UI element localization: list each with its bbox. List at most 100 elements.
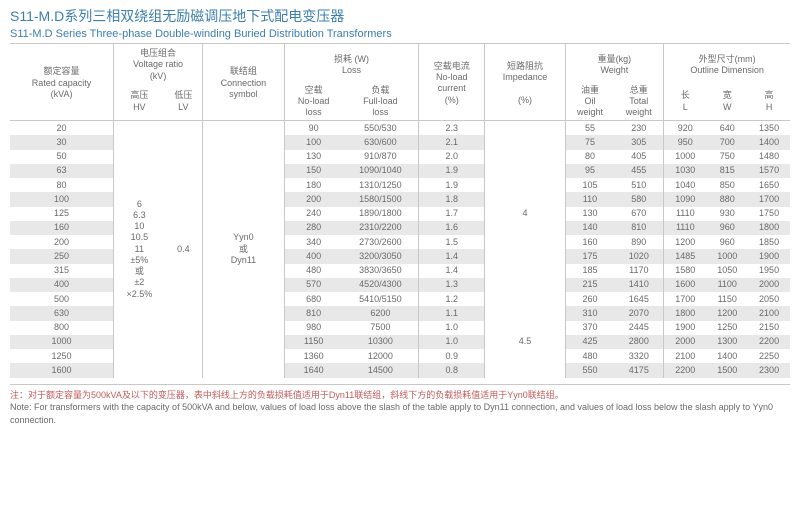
cell-noload-loss: 1640	[284, 363, 342, 377]
cell-total-weight: 810	[614, 221, 663, 235]
cell-capacity: 30	[10, 135, 114, 149]
cell-H: 1900	[748, 249, 790, 263]
cell-oil-weight: 185	[565, 264, 614, 278]
cell-W: 1250	[706, 321, 748, 335]
hdr-noload-loss: 空载No-loadloss	[284, 83, 342, 120]
table-header: 额定容量 Rated capacity (kVA) 电压组合 Voltage r…	[10, 44, 790, 121]
cell-fullload-loss: 3830/3650	[343, 264, 419, 278]
cell-L: 1030	[664, 164, 707, 178]
cell-oil-weight: 480	[565, 349, 614, 363]
hdr-H: 高H	[748, 83, 790, 120]
cell-fullload-loss: 1090/1040	[343, 164, 419, 178]
cell-fullload-loss: 630/600	[343, 135, 419, 149]
hdr-weight: 重量(kg) Weight	[565, 44, 664, 83]
cell-total-weight: 455	[614, 164, 663, 178]
cell-capacity: 400	[10, 278, 114, 292]
cell-noload-current: 1.0	[419, 321, 485, 335]
cell-W: 1100	[706, 278, 748, 292]
cell-capacity: 80	[10, 178, 114, 192]
cell-noload-loss: 480	[284, 264, 342, 278]
cell-H: 1570	[748, 164, 790, 178]
cell-oil-weight: 550	[565, 363, 614, 377]
cell-W: 1000	[706, 249, 748, 263]
cell-noload-loss: 980	[284, 321, 342, 335]
cell-W: 750	[706, 150, 748, 164]
cell-fullload-loss: 910/870	[343, 150, 419, 164]
cell-fullload-loss: 12000	[343, 349, 419, 363]
cell-total-weight: 405	[614, 150, 663, 164]
hdr-L: 长L	[664, 83, 707, 120]
cell-L: 1110	[664, 221, 707, 235]
cell-capacity: 63	[10, 164, 114, 178]
cell-H: 2000	[748, 278, 790, 292]
cell-noload-loss: 180	[284, 178, 342, 192]
cell-capacity: 200	[10, 235, 114, 249]
cell-L: 1110	[664, 207, 707, 221]
notes: 注：对于额定容量为500kVA及以下的变压器，表中斜线上方的负载损耗值适用于Dy…	[10, 384, 790, 427]
cell-total-weight: 2445	[614, 321, 663, 335]
cell-H: 1650	[748, 178, 790, 192]
title-cn: S11-M.D系列三相双绕组无励磁调压地下式配电变压器	[10, 6, 790, 26]
cell-hv: 66.31010.511±5%或±2×2.5%	[114, 121, 165, 378]
cell-W: 1500	[706, 363, 748, 377]
cell-capacity: 500	[10, 292, 114, 306]
cell-fullload-loss: 4520/4300	[343, 278, 419, 292]
cell-fullload-loss: 1310/1250	[343, 178, 419, 192]
cell-total-weight: 3320	[614, 349, 663, 363]
hdr-loss: 损耗 (W) Loss	[284, 44, 418, 83]
cell-capacity: 1600	[10, 363, 114, 377]
cell-noload-loss: 570	[284, 278, 342, 292]
cell-capacity: 1250	[10, 349, 114, 363]
cell-noload-current: 1.0	[419, 335, 485, 349]
cell-H: 1350	[748, 121, 790, 136]
cell-oil-weight: 105	[565, 178, 614, 192]
hdr-W: 宽W	[706, 83, 748, 120]
cell-total-weight: 1170	[614, 264, 663, 278]
cell-W: 930	[706, 207, 748, 221]
cell-oil-weight: 75	[565, 135, 614, 149]
cell-noload-loss: 150	[284, 164, 342, 178]
hdr-total-weight: 总重Totalweight	[614, 83, 663, 120]
cell-oil-weight: 110	[565, 192, 614, 206]
cell-capacity: 50	[10, 150, 114, 164]
cell-H: 1750	[748, 207, 790, 221]
cell-H: 2150	[748, 321, 790, 335]
cell-H: 2200	[748, 335, 790, 349]
hdr-fullload-loss: 负载Full-loadloss	[343, 83, 419, 120]
cell-total-weight: 1645	[614, 292, 663, 306]
note-en: Note: For transformers with the capacity…	[10, 401, 790, 426]
note-cn: 注：对于额定容量为500kVA及以下的变压器，表中斜线上方的负载损耗值适用于Dy…	[10, 389, 790, 402]
cell-noload-current: 1.9	[419, 164, 485, 178]
cell-L: 1000	[664, 150, 707, 164]
cell-noload-loss: 100	[284, 135, 342, 149]
cell-H: 1480	[748, 150, 790, 164]
cell-W: 1150	[706, 292, 748, 306]
hdr-dimension: 外型尺寸(mm) Outline Dimension	[664, 44, 790, 83]
cell-L: 1485	[664, 249, 707, 263]
cell-noload-current: 1.4	[419, 249, 485, 263]
cell-L: 2200	[664, 363, 707, 377]
cell-oil-weight: 55	[565, 121, 614, 136]
cell-noload-loss: 90	[284, 121, 342, 136]
cell-total-weight: 4175	[614, 363, 663, 377]
spec-table: 额定容量 Rated capacity (kVA) 电压组合 Voltage r…	[10, 44, 790, 378]
cell-oil-weight: 140	[565, 221, 614, 235]
cell-fullload-loss: 7500	[343, 321, 419, 335]
cell-L: 2000	[664, 335, 707, 349]
cell-capacity: 250	[10, 249, 114, 263]
cell-fullload-loss: 6200	[343, 306, 419, 320]
cell-lv: 0.4	[165, 121, 203, 378]
table-row: 2066.31010.511±5%或±2×2.5%0.4Yyn0或Dyn1190…	[10, 121, 790, 136]
cell-impedance-1: 4	[485, 121, 565, 307]
cell-L: 1040	[664, 178, 707, 192]
cell-fullload-loss: 2730/2600	[343, 235, 419, 249]
cell-noload-current: 0.8	[419, 363, 485, 377]
cell-W: 960	[706, 235, 748, 249]
cell-L: 2100	[664, 349, 707, 363]
cell-W: 1300	[706, 335, 748, 349]
hdr-oil-weight: 油重Oilweight	[565, 83, 614, 120]
cell-total-weight: 230	[614, 121, 663, 136]
cell-W: 1200	[706, 306, 748, 320]
cell-oil-weight: 80	[565, 150, 614, 164]
cell-total-weight: 1410	[614, 278, 663, 292]
